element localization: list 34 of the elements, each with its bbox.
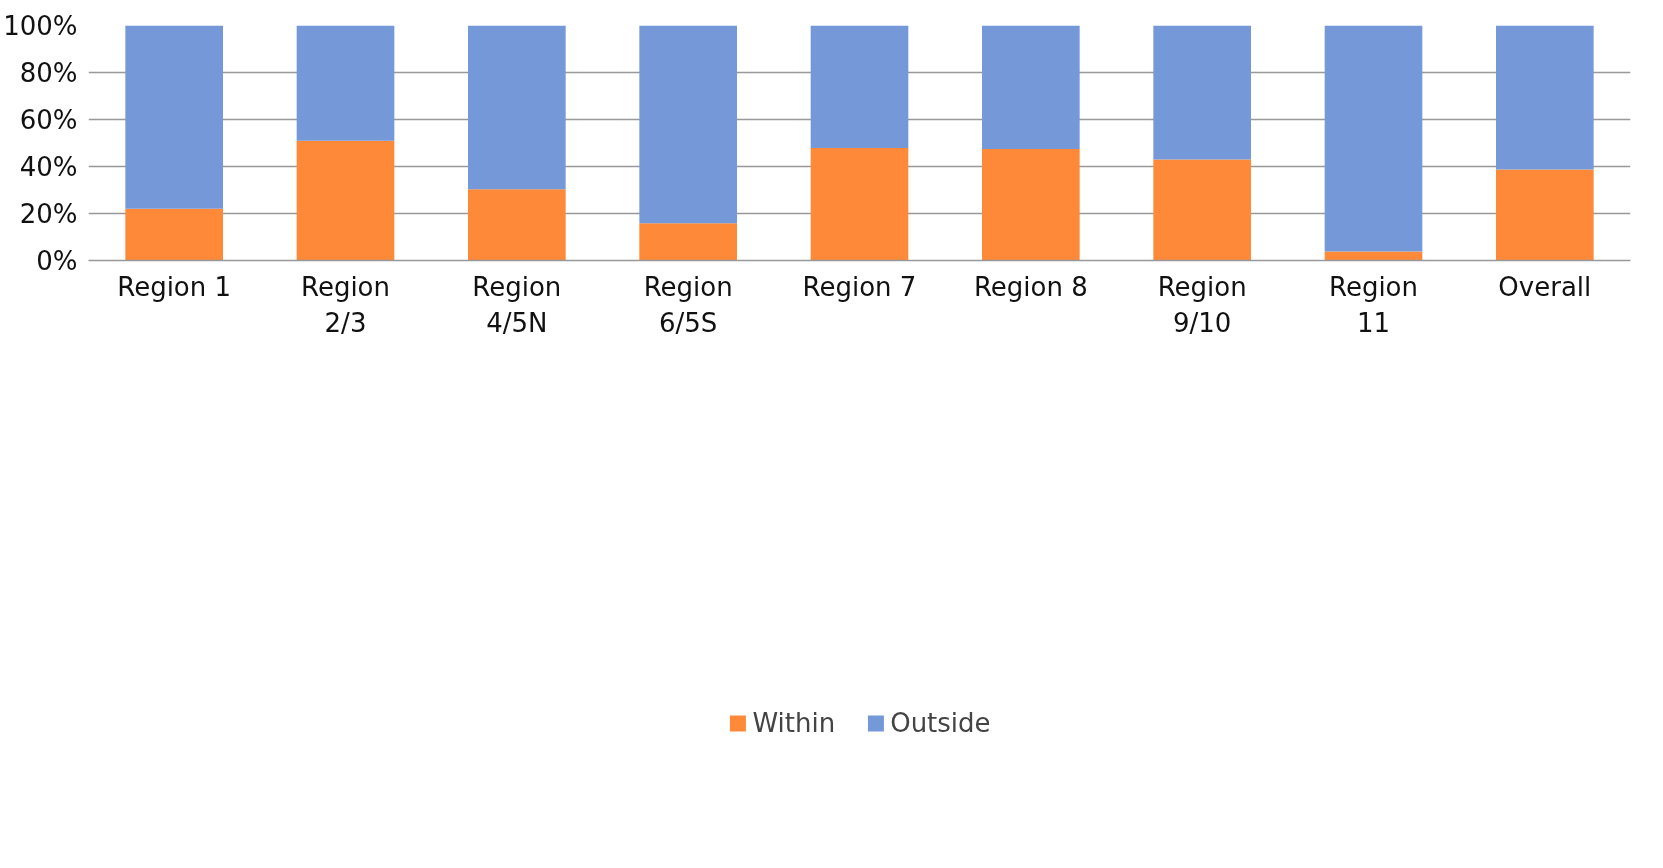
x-tick-label: Region 2/3 xyxy=(301,271,391,338)
y-tick-label: 40% xyxy=(19,151,78,182)
x-tick-label: Region 11 xyxy=(1329,271,1419,338)
x-tick-label: Region 6/5S xyxy=(643,271,733,338)
bar xyxy=(468,25,566,190)
bar xyxy=(1324,25,1423,252)
y-tick-label: 60% xyxy=(19,104,78,135)
x-tick-label: Region 9/10 xyxy=(1157,271,1247,338)
legend-label: Outside xyxy=(890,707,991,738)
bar xyxy=(639,223,737,261)
y-tick-label: 0% xyxy=(36,245,78,276)
bar xyxy=(296,25,395,141)
bar xyxy=(125,25,223,209)
bar xyxy=(810,147,909,261)
y-tick-label: 80% xyxy=(19,57,78,88)
legend-label: Within xyxy=(752,707,836,738)
y-tick-label: 20% xyxy=(19,198,78,229)
x-tick-label: Region 1 xyxy=(117,271,232,302)
y-tick-label: 100% xyxy=(3,10,78,41)
x-tick-label: Overall xyxy=(1498,271,1592,302)
bar xyxy=(639,25,737,224)
bar xyxy=(1496,25,1594,170)
x-tick-label: Region 7 xyxy=(802,271,917,302)
bar xyxy=(1153,25,1251,160)
bar xyxy=(1153,159,1251,261)
bar xyxy=(296,140,395,261)
bar xyxy=(982,25,1080,149)
bar xyxy=(468,189,566,261)
bar xyxy=(810,25,909,148)
bar xyxy=(1496,169,1594,261)
x-tick-label: Region 4/5N xyxy=(472,271,562,338)
x-tick-label: Region 8 xyxy=(973,271,1088,302)
bar xyxy=(982,148,1080,261)
bar xyxy=(125,208,223,261)
